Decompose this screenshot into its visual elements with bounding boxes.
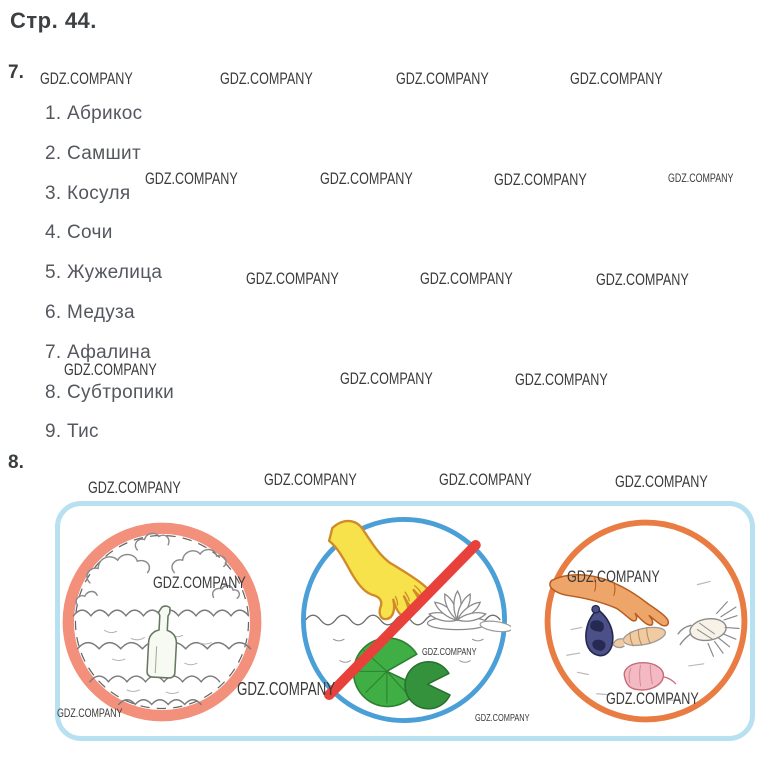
lily-flower	[426, 589, 511, 633]
watermark: GDZ.COMPANY	[570, 69, 663, 88]
watermark: GDZ.COMPANY	[237, 679, 336, 699]
no-catching-sea-creatures-icon	[544, 519, 748, 723]
watermark: GDZ.COMPANY	[396, 69, 489, 88]
watermark: GDZ.COMPANY	[494, 170, 587, 189]
no-picking-water-lilies-icon	[301, 517, 511, 723]
watermark: GDZ.COMPANY	[668, 171, 734, 185]
answer-item: 2. Самшит	[45, 142, 141, 164]
watermark: GDZ.COMPANY	[153, 573, 246, 592]
crab	[677, 601, 740, 657]
watermark: GDZ.COMPANY	[475, 713, 530, 724]
answer-item: 5. Жужелица	[45, 262, 163, 284]
watermark: GDZ.COMPANY	[320, 169, 413, 188]
watermark: GDZ.COMPANY	[264, 470, 357, 489]
answer-item: 3. Косуля	[45, 182, 131, 204]
floating-bottle	[146, 605, 178, 679]
page-title: Стр. 44.	[10, 8, 97, 33]
no-littering-in-sea-icon	[62, 522, 262, 722]
watermark: GDZ.COMPANY	[57, 706, 123, 720]
sand-dashes	[566, 580, 711, 701]
answer-item: 7. Афалина	[45, 341, 151, 363]
clouds	[75, 532, 241, 607]
watermark: GDZ.COMPANY	[422, 647, 477, 658]
grabbing-arm	[549, 573, 670, 627]
watermark: GDZ.COMPANY	[88, 478, 181, 497]
watermark: GDZ.COMPANY	[596, 270, 689, 289]
exercise-8-label: 8.	[8, 452, 24, 473]
dark-shell	[585, 604, 614, 657]
watermark: GDZ.COMPANY	[145, 169, 238, 188]
answer-item: 4. Сочи	[45, 222, 113, 244]
watermark: GDZ.COMPANY	[420, 269, 513, 288]
watermark: GDZ.COMPANY	[340, 369, 433, 388]
reaching-hand	[327, 519, 432, 621]
answer-item: 9. Тис	[45, 421, 99, 443]
prohibition-stripe	[324, 540, 481, 700]
watermark: GDZ.COMPANY	[606, 689, 699, 708]
watermark: GDZ.COMPANY	[220, 69, 313, 88]
answer-item: 6. Медуза	[45, 301, 135, 323]
shrimp	[612, 626, 666, 649]
watermark: GDZ.COMPANY	[515, 370, 608, 389]
watermark: GDZ.COMPANY	[40, 69, 133, 88]
watermark: GDZ.COMPANY	[567, 567, 660, 586]
answer-item: 8. Субтропики	[45, 381, 175, 403]
watermark: GDZ.COMPANY	[246, 269, 339, 288]
watermark: GDZ.COMPANY	[439, 470, 532, 489]
pink-shell	[623, 662, 677, 691]
exercise-7-label: 7.	[8, 62, 24, 83]
watermark: GDZ.COMPANY	[64, 360, 157, 379]
answer-item: 1. Абрикос	[45, 103, 143, 124]
watermark: GDZ.COMPANY	[615, 472, 708, 491]
answer-list: 1. Абрикос 2. Самшит 3. Косуля 4. Сочи 5…	[45, 94, 174, 452]
